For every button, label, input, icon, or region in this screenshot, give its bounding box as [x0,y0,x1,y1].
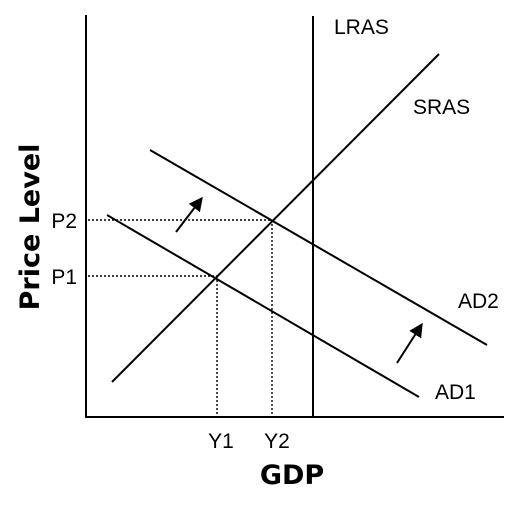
y1-label: Y1 [208,430,234,453]
shift-arrow-upper [176,198,202,232]
p2-label: P2 [51,210,77,233]
y2-label: Y2 [264,430,290,453]
ad2-curve [150,150,487,345]
ad1-curve [107,215,419,397]
shift-arrow-lower [397,324,422,363]
ad2-label: AD2 [458,290,499,313]
sras-curve [112,54,439,382]
p1-label: P1 [51,266,77,289]
x-axis-title: GDP [260,460,324,491]
y-axis-title: Price Level [15,144,46,311]
sras-label: SRAS [413,96,470,119]
ad1-label: AD1 [435,381,476,404]
lras-label: LRAS [334,16,389,39]
